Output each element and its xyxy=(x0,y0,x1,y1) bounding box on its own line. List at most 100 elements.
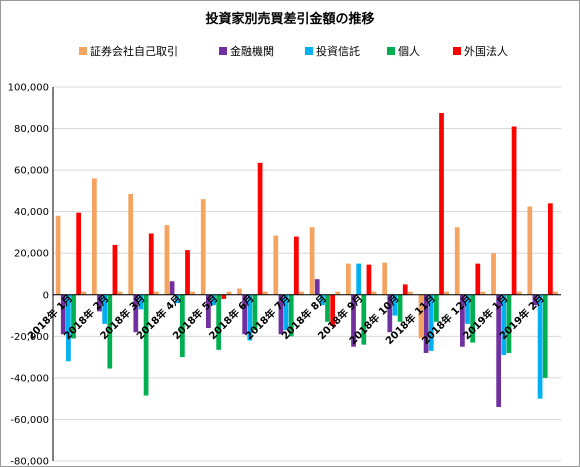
bar xyxy=(71,294,76,339)
bar xyxy=(66,294,71,362)
bar xyxy=(102,294,108,324)
bar xyxy=(330,294,336,326)
legend-label: 外国法人 xyxy=(464,44,508,58)
bar xyxy=(278,294,284,335)
bar xyxy=(252,294,258,331)
bar xyxy=(273,235,279,295)
bar xyxy=(527,206,533,295)
y-axis-ticks: 100,000 80,000 60,000 40,000 20,000 0 -20,000 -… xyxy=(8,83,49,467)
legend-label: 金融機関 xyxy=(230,44,274,58)
bar-series xyxy=(55,112,558,407)
legend-swatch xyxy=(79,47,87,55)
bar xyxy=(366,264,372,295)
bar xyxy=(237,288,242,295)
bar xyxy=(216,294,222,350)
bar xyxy=(206,294,211,329)
y-tick-label: 40,000 xyxy=(14,207,49,218)
bar xyxy=(226,291,232,295)
legend-swatch xyxy=(219,47,227,55)
bar xyxy=(299,291,304,295)
y-tick-label: -60,000 xyxy=(10,415,49,426)
bar xyxy=(211,294,216,306)
y-tick-label: -40,000 xyxy=(10,373,49,384)
bar xyxy=(200,199,206,295)
bar xyxy=(516,291,522,295)
bar xyxy=(439,112,444,295)
bar xyxy=(247,294,253,341)
bar xyxy=(185,250,190,295)
legend-label: 投資信託 xyxy=(316,44,360,58)
bar xyxy=(97,294,102,312)
bar xyxy=(221,294,227,299)
bar xyxy=(470,294,476,343)
bar xyxy=(164,225,170,295)
bar xyxy=(501,294,507,356)
bar xyxy=(169,281,175,295)
y-tick-label: 60,000 xyxy=(14,166,49,177)
bar xyxy=(320,294,325,306)
y-tick-label: -80,000 xyxy=(10,457,49,467)
bar xyxy=(418,294,424,339)
bar xyxy=(465,294,470,324)
bar xyxy=(371,291,377,295)
bar xyxy=(506,294,512,353)
bar xyxy=(392,294,398,316)
bar xyxy=(283,294,289,331)
bar xyxy=(76,212,82,295)
legend-label: 個人 xyxy=(398,45,420,58)
bar xyxy=(55,215,61,295)
bar xyxy=(143,294,149,396)
bar xyxy=(423,294,429,353)
bar xyxy=(475,263,481,295)
bar xyxy=(138,294,144,310)
bar xyxy=(242,294,248,335)
bar xyxy=(174,294,180,304)
bar xyxy=(553,291,558,295)
bar xyxy=(335,291,341,295)
y-tick-label: 80,000 xyxy=(14,124,49,135)
legend-swatch xyxy=(387,47,395,55)
bar xyxy=(351,294,356,347)
bar xyxy=(434,294,439,322)
legend-swatch xyxy=(453,47,461,55)
bar xyxy=(444,291,450,295)
bar xyxy=(128,194,134,295)
bar xyxy=(153,291,159,295)
bar xyxy=(107,294,113,369)
bar xyxy=(314,279,320,295)
bar xyxy=(293,236,299,295)
bar xyxy=(346,263,351,295)
y-tick-label: 0 xyxy=(43,290,49,301)
legend-swatch xyxy=(305,47,313,55)
bar xyxy=(92,178,97,295)
y-tick-label: -20,000 xyxy=(10,332,49,343)
bar xyxy=(180,294,185,358)
bar xyxy=(397,294,403,322)
y-tick-label: 20,000 xyxy=(14,249,49,260)
bar xyxy=(496,294,502,407)
bar xyxy=(117,291,123,295)
chart-title: 投資家別売買差引金額の推移 xyxy=(205,11,374,27)
bar xyxy=(542,294,548,378)
bar xyxy=(325,294,330,322)
bar xyxy=(511,126,517,295)
bar xyxy=(190,291,196,295)
bar xyxy=(262,291,268,295)
bar xyxy=(133,294,139,333)
bar xyxy=(60,294,66,335)
bar xyxy=(288,294,294,337)
bar xyxy=(491,253,496,295)
bar xyxy=(460,294,465,347)
bar xyxy=(361,294,367,345)
bar xyxy=(382,262,388,295)
bar xyxy=(112,244,118,295)
legend-label: 証券会社自己取引 xyxy=(90,44,178,58)
bar xyxy=(547,203,553,295)
y-tick-label: 100,000 xyxy=(8,83,49,94)
bar xyxy=(257,162,263,295)
bar xyxy=(428,294,434,351)
bar xyxy=(402,284,408,295)
bar xyxy=(356,263,362,295)
